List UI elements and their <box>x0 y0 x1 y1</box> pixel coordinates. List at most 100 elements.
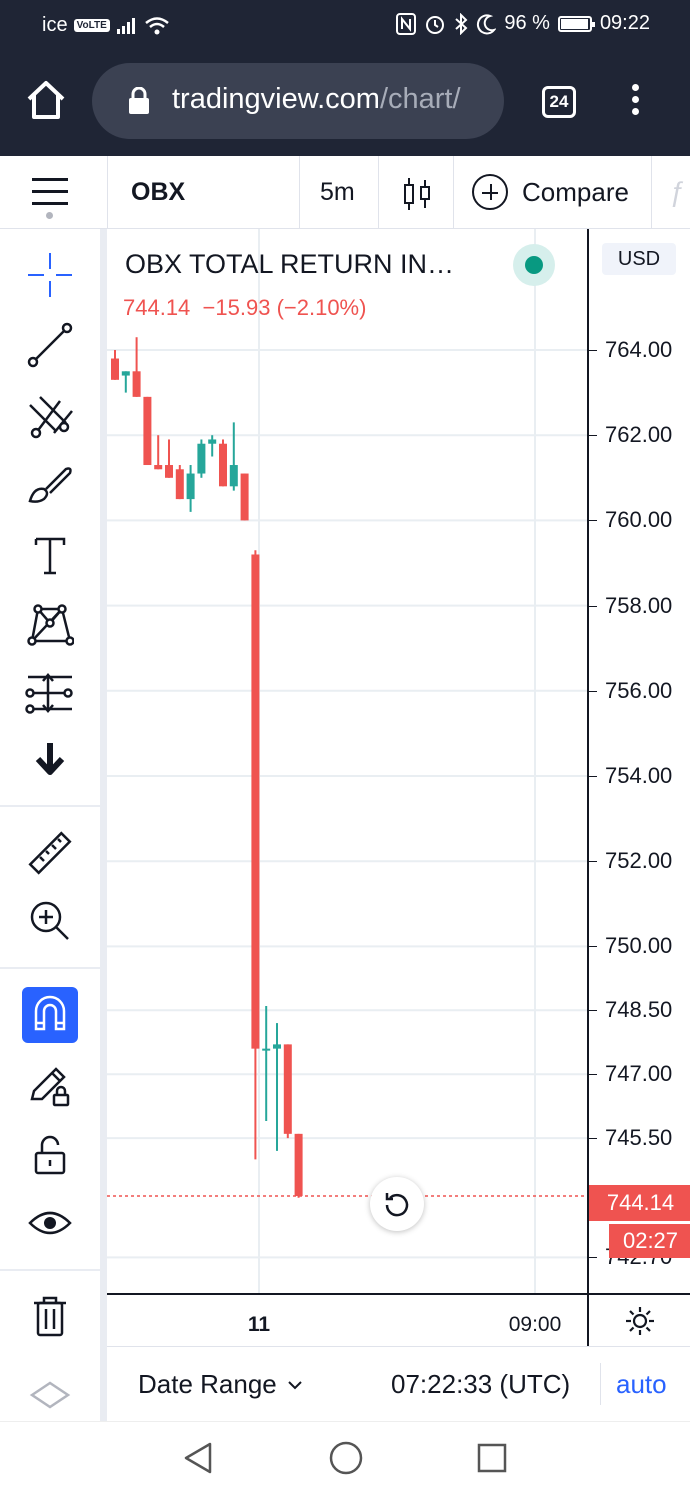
date-range-button[interactable]: Date Range <box>138 1369 303 1400</box>
prediction-icon[interactable] <box>22 665 78 721</box>
moon-icon <box>477 13 497 34</box>
magnet-icon[interactable] <box>22 987 78 1043</box>
lock-drawing-icon[interactable] <box>22 1057 78 1113</box>
layers-icon[interactable] <box>22 1377 78 1417</box>
date-range-label: Date Range <box>138 1369 277 1399</box>
crosshair-icon[interactable] <box>22 247 78 303</box>
toolbar-divider <box>107 156 108 229</box>
home-circle-icon <box>329 1441 363 1475</box>
url-path: /chart/ <box>379 83 461 115</box>
recents-icon <box>477 1443 507 1473</box>
price-scale[interactable]: USD 764.00 762.00 760.00 758.00 756.00 754.00… <box>587 229 690 1293</box>
candle-body <box>154 465 163 470</box>
nfc-icon <box>396 12 417 35</box>
price-tick: 760.00 <box>588 507 673 533</box>
carrier-label: ice <box>42 14 68 36</box>
compare-label: Compare <box>522 176 629 207</box>
pattern-icon[interactable] <box>22 597 78 653</box>
price-tick: 756.00 <box>588 677 673 703</box>
candle-body <box>186 473 195 500</box>
battery-icon <box>557 15 595 32</box>
market-status-dot[interactable] <box>513 244 555 286</box>
home-nav-button[interactable] <box>328 1440 364 1481</box>
menu-icon[interactable] <box>32 178 68 214</box>
url-host: tradingview.com <box>172 83 380 115</box>
home-button[interactable] <box>24 78 68 122</box>
signal-icon <box>116 17 135 34</box>
drawing-toolbar <box>0 229 100 1421</box>
price-tick: 748.50 <box>588 997 673 1023</box>
back-button[interactable] <box>182 1440 214 1481</box>
recents-button[interactable] <box>476 1440 508 1481</box>
battery-percent: 96 % <box>504 12 550 34</box>
zoom-in-icon[interactable] <box>22 893 78 949</box>
indicators-icon[interactable]: ƒ <box>670 176 686 207</box>
arrow-down-icon[interactable] <box>22 731 78 787</box>
price-tick: 745.50 <box>588 1125 673 1151</box>
toolbar-separator <box>0 967 100 969</box>
interval-button[interactable]: 5m <box>320 178 355 206</box>
candle-body <box>251 554 260 1049</box>
volte-badge: VoLTE <box>73 19 110 32</box>
chart-pane[interactable]: OBX TOTAL RETURN IN… 744.14 −15.93 (−2.1… <box>107 229 587 1293</box>
chart-type-button[interactable] <box>402 176 432 217</box>
price-tick: 752.00 <box>588 848 673 874</box>
toolbar-divider <box>378 156 379 229</box>
unlock-icon[interactable] <box>22 1127 78 1183</box>
browser-menu-button[interactable] <box>628 84 642 120</box>
tab-switcher-button[interactable]: 24 <box>542 86 576 118</box>
toolbar-divider <box>299 156 300 229</box>
candle-body <box>273 1044 281 1049</box>
trend-line-icon[interactable] <box>22 317 78 373</box>
price-change: −15.93 <box>202 295 271 320</box>
candle-body <box>165 465 173 478</box>
eye-icon[interactable] <box>22 1195 78 1251</box>
back-icon <box>184 1442 212 1474</box>
chevron-down-icon <box>288 1380 302 1389</box>
candle-body <box>283 1044 292 1134</box>
candles-icon <box>404 178 430 210</box>
chart-settings-button[interactable] <box>587 1293 690 1346</box>
fib-icon[interactable] <box>22 387 78 443</box>
toolbar-separator <box>0 1269 100 1271</box>
candle-body <box>229 465 238 487</box>
chart-canvas[interactable] <box>107 229 587 1293</box>
price-tick: 750.00 <box>588 933 673 959</box>
ruler-icon[interactable] <box>22 825 78 881</box>
bottom-toolbar: Date Range 07:22:33 (UTC) auto <box>107 1346 690 1421</box>
home-icon <box>27 81 65 119</box>
auto-scale-toggle[interactable]: auto <box>616 1369 667 1399</box>
candle-body <box>121 371 130 376</box>
price-tick: 754.00 <box>588 763 673 788</box>
wifi-icon <box>144 16 169 34</box>
address-bar[interactable]: tradingview.com/chart/ <box>92 63 504 139</box>
price-tick: 747.00 <box>588 1061 673 1087</box>
clock-time: 09:22 <box>599 12 650 34</box>
compare-button[interactable]: Compare <box>472 174 629 210</box>
symbol-search-button[interactable]: OBX <box>131 178 186 206</box>
menu-indicator-dot <box>46 212 53 219</box>
price-tick: 758.00 <box>588 592 673 618</box>
time-tick: 11 <box>247 1313 271 1336</box>
toolbar-separator <box>0 805 100 807</box>
bar-countdown-label: 02:27 <box>609 1224 690 1258</box>
time-scale[interactable]: 11 09:00 <box>107 1293 587 1346</box>
currency-badge[interactable]: USD <box>602 243 676 275</box>
brush-icon[interactable] <box>22 457 78 513</box>
price-tick: 764.00 <box>588 337 673 362</box>
candle-body <box>240 473 249 521</box>
last-price-label: 744.14 <box>589 1185 690 1221</box>
utc-clock[interactable]: 07:22:33 (UTC) <box>391 1369 571 1399</box>
symbol-title: OBX TOTAL RETURN IN… <box>125 249 455 279</box>
candle-body <box>262 1048 271 1051</box>
lock-icon <box>129 87 149 114</box>
trash-icon[interactable] <box>22 1289 78 1345</box>
candle-body <box>219 443 227 487</box>
text-icon[interactable] <box>22 527 78 583</box>
alarm-icon <box>426 15 445 34</box>
reset-chart-button[interactable] <box>370 1177 424 1231</box>
candle-body <box>175 469 184 500</box>
toolbar-divider <box>651 156 652 229</box>
chart-header-toolbar: OBX 5m Compare ƒ <box>0 156 690 229</box>
reset-icon <box>385 1193 409 1217</box>
